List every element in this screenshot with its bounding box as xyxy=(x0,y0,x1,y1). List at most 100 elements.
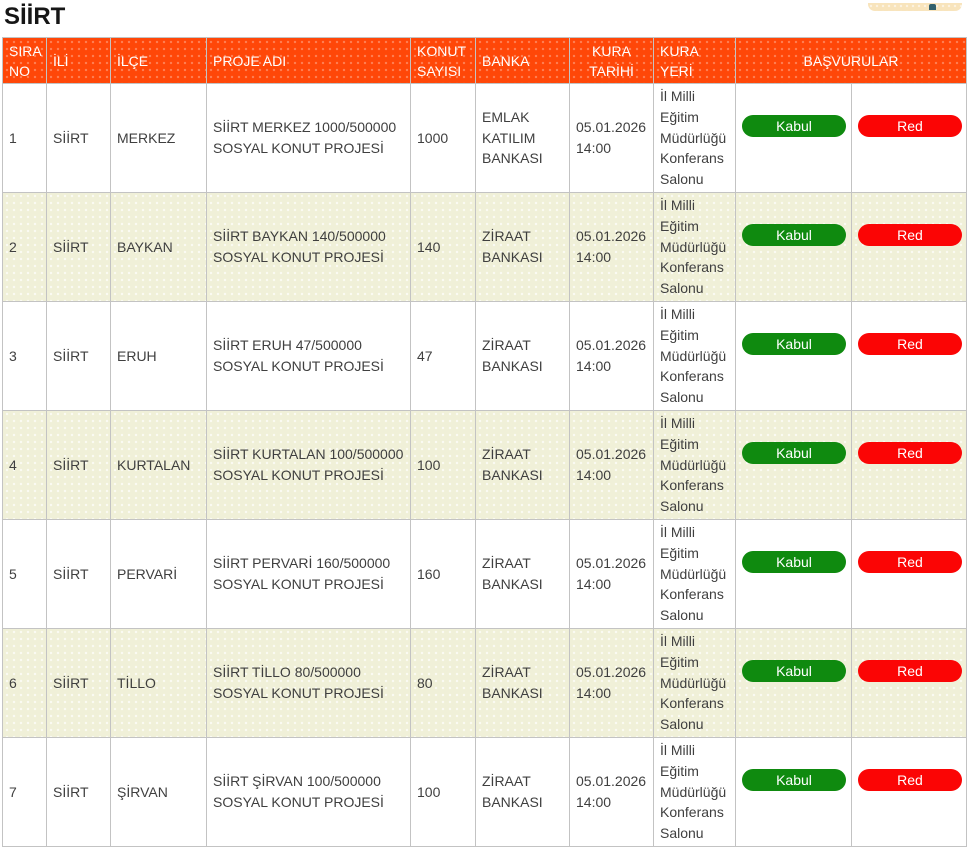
cell-kura-yeri: İl Milli Eğitim Müdürlüğü Konferans Salo… xyxy=(653,191,736,302)
cell-kura-yeri: İl Milli Eğitim Müdürlüğü Konferans Salo… xyxy=(653,83,736,193)
cell-kabul: Kabul xyxy=(735,736,852,847)
col-header-ilce: İLÇE xyxy=(110,37,207,84)
red-button[interactable]: Red xyxy=(858,550,962,573)
kabul-button[interactable]: Kabul xyxy=(742,768,846,791)
cell-ili: SİİRT xyxy=(46,409,111,520)
cell-kura-yeri: İl Milli Eğitim Müdürlüğü Konferans Salo… xyxy=(653,518,736,629)
cell-kura-tarihi: 05.01.2026 14:00 xyxy=(569,300,654,411)
cell-banka: ZİRAAT BANKASI xyxy=(475,518,570,629)
cell-sira-no: 5 xyxy=(2,518,47,629)
cell-konut-sayisi: 80 xyxy=(410,627,476,738)
table-row: 7 SİİRT ŞİRVAN SİİRT ŞİRVAN 100/500000 S… xyxy=(2,736,968,847)
col-header-basvurular: BAŞVURULAR xyxy=(734,37,968,84)
cell-ili: SİİRT xyxy=(46,736,111,847)
red-button[interactable]: Red xyxy=(858,332,962,355)
col-header-kura-tarihi: KURA TARİHİ xyxy=(569,37,654,84)
kabul-button[interactable]: Kabul xyxy=(742,550,846,573)
table-row: 6 SİİRT TİLLO SİİRT TİLLO 80/500000 SOSY… xyxy=(2,627,968,738)
cell-proje-adi: SİİRT BAYKAN 140/500000 SOSYAL KONUT PRO… xyxy=(206,191,411,302)
cell-banka: ZİRAAT BANKASI xyxy=(475,300,570,411)
cell-kabul: Kabul xyxy=(735,518,852,629)
cell-kabul: Kabul xyxy=(735,83,852,193)
cell-sira-no: 2 xyxy=(2,191,47,302)
table-row: 2 SİİRT BAYKAN SİİRT BAYKAN 140/500000 S… xyxy=(2,191,968,302)
red-button[interactable]: Red xyxy=(858,114,962,137)
cell-kura-yeri: İl Milli Eğitim Müdürlüğü Konferans Salo… xyxy=(653,627,736,738)
col-header-sira-no: SIRA NO xyxy=(2,37,47,84)
cell-ilce: ŞİRVAN xyxy=(110,736,207,847)
red-button[interactable]: Red xyxy=(858,223,962,246)
cell-ilce: BAYKAN xyxy=(110,191,207,302)
cell-ili: SİİRT xyxy=(46,518,111,629)
cell-kabul: Kabul xyxy=(735,627,852,738)
cell-sira-no: 1 xyxy=(2,83,47,193)
cell-konut-sayisi: 160 xyxy=(410,518,476,629)
cell-red: Red xyxy=(850,518,968,629)
table-row: 3 SİİRT ERUH SİİRT ERUH 47/500000 SOSYAL… xyxy=(2,300,968,411)
cell-kura-tarihi: 05.01.2026 14:00 xyxy=(569,518,654,629)
cell-proje-adi: SİİRT PERVARİ 160/500000 SOSYAL KONUT PR… xyxy=(206,518,411,629)
cell-ili: SİİRT xyxy=(46,627,111,738)
cell-proje-adi: SİİRT ERUH 47/500000 SOSYAL KONUT PROJES… xyxy=(206,300,411,411)
cell-red: Red xyxy=(850,736,968,847)
col-header-banka: BANKA xyxy=(475,37,570,84)
kabul-button[interactable]: Kabul xyxy=(742,441,846,464)
projects-table: SIRA NO İLİ İLÇE PROJE ADI KONUT SAYISI … xyxy=(2,37,968,847)
cell-kura-tarihi: 05.01.2026 14:00 xyxy=(569,83,654,193)
kabul-button[interactable]: Kabul xyxy=(742,223,846,246)
cell-kabul: Kabul xyxy=(735,409,852,520)
cell-red: Red xyxy=(850,300,968,411)
cell-sira-no: 4 xyxy=(2,409,47,520)
table-body: 1 SİİRT MERKEZ SİİRT MERKEZ 1000/500000 … xyxy=(2,83,968,847)
cell-sira-no: 7 xyxy=(2,736,47,847)
cell-banka: ZİRAAT BANKASI xyxy=(475,736,570,847)
cell-ili: SİİRT xyxy=(46,300,111,411)
cell-sira-no: 3 xyxy=(2,300,47,411)
cell-kabul: Kabul xyxy=(735,300,852,411)
col-header-proje-adi: PROJE ADI xyxy=(206,37,411,84)
red-button[interactable]: Red xyxy=(858,659,962,682)
red-button[interactable]: Red xyxy=(858,768,962,791)
cell-konut-sayisi: 100 xyxy=(410,736,476,847)
cell-ilce: ERUH xyxy=(110,300,207,411)
table-row: 4 SİİRT KURTALAN SİİRT KURTALAN 100/5000… xyxy=(2,409,968,520)
cell-konut-sayisi: 1000 xyxy=(410,83,476,193)
cell-ili: SİİRT xyxy=(46,191,111,302)
cell-kura-yeri: İl Milli Eğitim Müdürlüğü Konferans Salo… xyxy=(653,409,736,520)
cell-ilce: MERKEZ xyxy=(110,83,207,193)
cell-ili: SİİRT xyxy=(46,83,111,193)
cell-kura-tarihi: 05.01.2026 14:00 xyxy=(569,627,654,738)
cell-kura-tarihi: 05.01.2026 14:00 xyxy=(569,409,654,520)
col-header-ili: İLİ xyxy=(46,37,111,84)
cell-kura-yeri: İl Milli Eğitim Müdürlüğü Konferans Salo… xyxy=(653,736,736,847)
col-header-konut-sayisi: KONUT SAYISI xyxy=(410,37,476,84)
cell-banka: ZİRAAT BANKASI xyxy=(475,409,570,520)
cell-kura-yeri: İl Milli Eğitim Müdürlüğü Konferans Salo… xyxy=(653,300,736,411)
cell-sira-no: 6 xyxy=(2,627,47,738)
col-header-kura-yeri: KURA YERİ xyxy=(653,37,736,84)
cell-konut-sayisi: 140 xyxy=(410,191,476,302)
red-button[interactable]: Red xyxy=(858,441,962,464)
table-header-row: SIRA NO İLİ İLÇE PROJE ADI KONUT SAYISI … xyxy=(2,37,968,84)
cell-banka: EMLAK KATILIM BANKASI xyxy=(475,83,570,193)
cell-banka: ZİRAAT BANKASI xyxy=(475,627,570,738)
cell-proje-adi: SİİRT TİLLO 80/500000 SOSYAL KONUT PROJE… xyxy=(206,627,411,738)
cell-proje-adi: SİİRT KURTALAN 100/500000 SOSYAL KONUT P… xyxy=(206,409,411,520)
cell-ilce: TİLLO xyxy=(110,627,207,738)
kabul-button[interactable]: Kabul xyxy=(742,114,846,137)
kabul-button[interactable]: Kabul xyxy=(742,659,846,682)
cut-off-top-button[interactable] xyxy=(868,3,962,11)
cell-konut-sayisi: 47 xyxy=(410,300,476,411)
cell-red: Red xyxy=(850,191,968,302)
cell-proje-adi: SİİRT ŞİRVAN 100/500000 SOSYAL KONUT PRO… xyxy=(206,736,411,847)
cell-kabul: Kabul xyxy=(735,191,852,302)
kabul-button[interactable]: Kabul xyxy=(742,332,846,355)
page-title: SİİRT xyxy=(4,3,66,30)
cell-kura-tarihi: 05.01.2026 14:00 xyxy=(569,736,654,847)
cell-red: Red xyxy=(850,627,968,738)
cell-kura-tarihi: 05.01.2026 14:00 xyxy=(569,191,654,302)
cell-red: Red xyxy=(850,409,968,520)
cell-banka: ZİRAAT BANKASI xyxy=(475,191,570,302)
cell-proje-adi: SİİRT MERKEZ 1000/500000 SOSYAL KONUT PR… xyxy=(206,83,411,193)
cell-ilce: PERVARİ xyxy=(110,518,207,629)
